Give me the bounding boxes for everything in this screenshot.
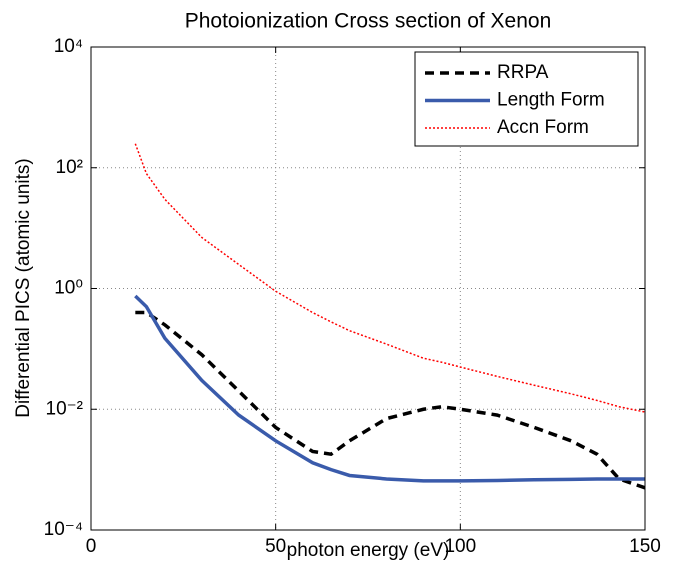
line-series	[135, 310, 646, 490]
legend-label: Length Form	[497, 90, 605, 111]
x-tick-label: 50	[265, 536, 286, 557]
legend-label: RRPA	[497, 62, 549, 83]
y-tick-label: 10⁴	[54, 36, 83, 57]
x-tick-label: 0	[86, 536, 97, 557]
y-axis-label: Differential PICS (atomic units)	[13, 158, 34, 417]
y-tick-label: 10⁰	[54, 278, 83, 299]
y-tick-label: 10⁻⁴	[44, 519, 83, 540]
x-tick-label: 100	[444, 536, 476, 557]
x-axis-label: photon energy (eV)	[287, 540, 450, 561]
legend-label: Accn Form	[497, 117, 589, 138]
plot-frame	[90, 46, 646, 531]
y-tick-label: 10²	[56, 157, 83, 178]
line-series	[134, 294, 645, 483]
x-tick-label: 150	[629, 536, 661, 557]
y-tick-label: 10⁻²	[46, 398, 84, 419]
line-series	[134, 143, 646, 413]
chart-title: Photoionization Cross section of Xenon	[185, 10, 552, 33]
